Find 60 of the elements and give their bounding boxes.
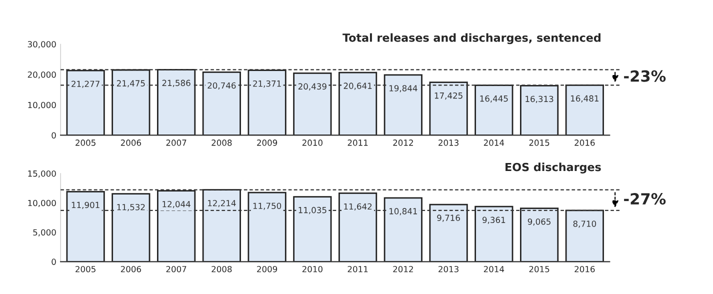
text: 9,361 xyxy=(482,216,506,224)
text: 11,532 xyxy=(117,204,145,212)
text: 11,642 xyxy=(344,203,372,210)
x-tick-label: 2016 xyxy=(574,266,595,272)
text: 11,750 xyxy=(253,202,282,210)
text: 16,481 xyxy=(570,95,598,102)
y-tick-label: 20,000 xyxy=(28,71,56,79)
y-tick-label: 0 xyxy=(52,132,56,139)
x-tick-label: 2005 xyxy=(76,140,96,146)
y-tick-label: 0 xyxy=(52,258,56,265)
x-tick-label: 2008 xyxy=(212,266,232,272)
y-tick-label: 5,000 xyxy=(33,229,56,236)
text: 21,586 xyxy=(162,80,190,87)
x-tick-label: 2016 xyxy=(574,140,595,146)
x-tick-label: 2012 xyxy=(393,266,413,272)
x-tick-label: 2007 xyxy=(166,266,186,272)
x-tick-label: 2014 xyxy=(484,140,504,146)
text: 20,439 xyxy=(298,83,326,90)
x-tick-label: 2015 xyxy=(529,266,550,272)
x-tick-label: 2005 xyxy=(76,266,96,272)
text: 9,716 xyxy=(437,214,460,222)
text: 19,844 xyxy=(390,85,418,92)
x-tick-label: 2013 xyxy=(438,266,458,272)
text: 21,277 xyxy=(72,80,100,88)
x-tick-label: 2009 xyxy=(257,266,278,272)
x-tick-label: 2008 xyxy=(212,140,232,146)
x-tick-label: 2010 xyxy=(302,140,322,146)
x-tick-label: 2012 xyxy=(393,140,413,146)
x-tick-label: 2009 xyxy=(257,140,278,146)
x-tick-label: 2011 xyxy=(348,266,368,272)
text: 11,901 xyxy=(72,202,100,209)
x-tick-label: 2010 xyxy=(302,266,322,272)
y-tick-label: 10,000 xyxy=(28,102,56,109)
x-tick-label: 2013 xyxy=(438,140,458,146)
text: 11,035 xyxy=(298,206,326,214)
text: 12,214 xyxy=(208,200,236,208)
x-tick-label: 2006 xyxy=(120,140,142,146)
text: -23% xyxy=(624,70,666,82)
text: 8,710 xyxy=(573,220,596,228)
text: 10,841 xyxy=(390,208,417,216)
text: 16,445 xyxy=(480,95,508,103)
x-tick-label: 2006 xyxy=(120,266,142,272)
y-tick-label: 30,000 xyxy=(28,41,56,48)
x-tick-label: 2014 xyxy=(484,266,504,272)
text: 9,065 xyxy=(528,218,550,226)
chart-title: Total releases and discharges, sentenced xyxy=(342,33,600,44)
text: 16,313 xyxy=(526,96,554,103)
x-tick-label: 2015 xyxy=(529,140,550,146)
text: -27% xyxy=(624,193,666,205)
y-tick-label: 15,000 xyxy=(28,170,56,178)
x-tick-label: 2007 xyxy=(166,140,186,146)
x-tick-label: 2011 xyxy=(348,140,368,146)
y-tick-label: 10,000 xyxy=(28,200,56,207)
chart-title: EOS discharges xyxy=(506,162,601,174)
text: 17,425 xyxy=(434,92,462,100)
text: 20,746 xyxy=(208,82,236,90)
text: 21,475 xyxy=(116,80,145,88)
text: 12,044 xyxy=(162,200,190,208)
text: 21,371 xyxy=(253,80,281,88)
text: 20,641 xyxy=(344,82,372,90)
